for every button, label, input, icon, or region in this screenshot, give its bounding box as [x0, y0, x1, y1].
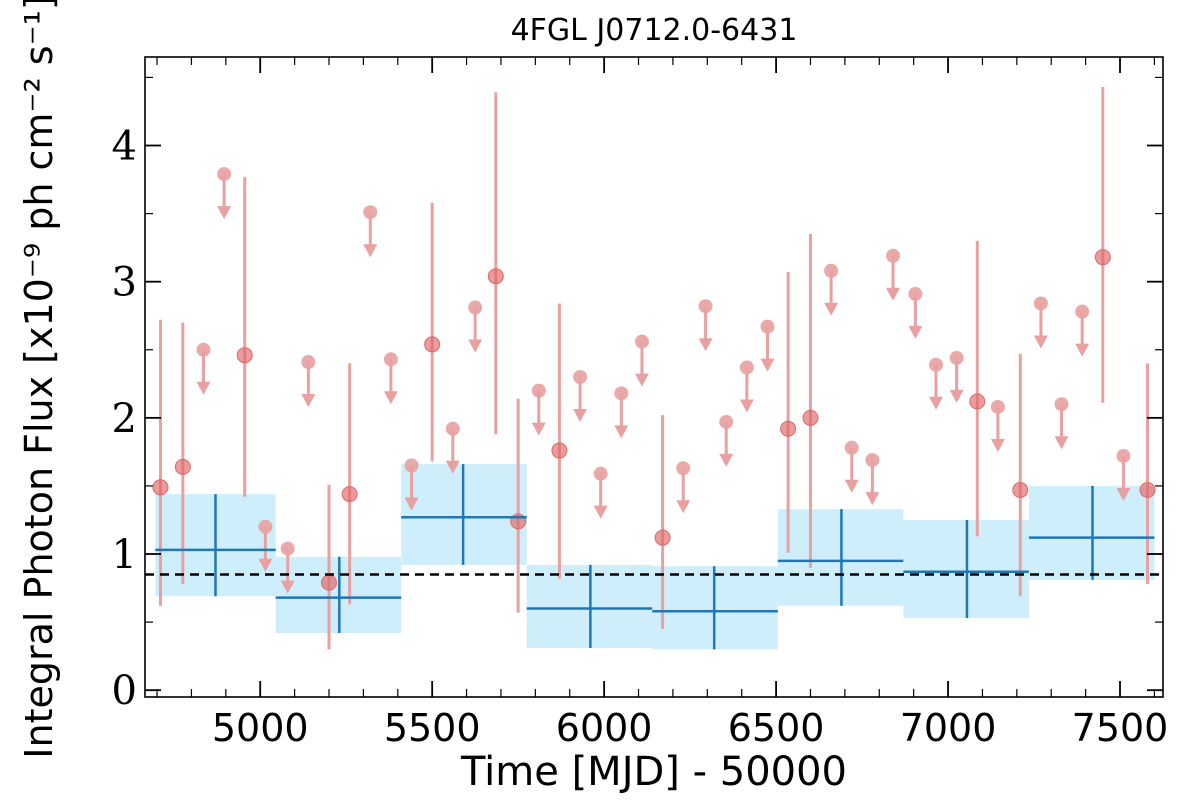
axes: 5000 5500 6000 6500 7000 7500 0 1 2 3 4: [112, 57, 1169, 750]
upper-limit-marker: [739, 360, 754, 375]
upper-limit-marker: [844, 440, 859, 455]
upper-limit-arrow: [739, 399, 754, 413]
upper-limit-marker: [886, 248, 901, 263]
upper-limit-marker: [990, 399, 1005, 414]
upper-limit-arrow: [1054, 436, 1069, 450]
detection-marker: [424, 336, 441, 353]
upper-limit-marker: [634, 334, 649, 349]
upper-limit-arrow: [445, 460, 460, 474]
upper-limit-arrow: [908, 325, 923, 339]
upper-limit-marker: [445, 421, 460, 436]
upper-limit-marker: [468, 300, 483, 315]
upper-limit-marker: [865, 453, 880, 468]
y-tick-label: 3: [112, 260, 137, 306]
detection-marker: [341, 486, 358, 503]
plot-frame: [144, 56, 1164, 698]
upper-limit-arrow: [865, 492, 880, 506]
upper-limit-marker: [824, 263, 839, 278]
detection-marker: [802, 409, 819, 426]
upper-limit-arrow: [929, 396, 944, 410]
upper-limit-marker: [1116, 448, 1131, 463]
upper-limit-arrow: [1075, 343, 1090, 357]
upper-limit-marker: [404, 458, 419, 473]
upper-limit-arrow: [949, 389, 964, 403]
upper-limit-marker: [719, 414, 734, 429]
upper-limit-arrow: [196, 381, 211, 395]
y-tick-label: 4: [112, 124, 137, 170]
detection-marker: [152, 479, 169, 496]
y-axis-label: Integral Photon Flux [x10⁻⁹ ph cm⁻² s⁻¹]: [17, 0, 61, 759]
x-axis-label: Time [MJD] - 50000: [460, 749, 847, 795]
y-tick-label: 0: [112, 668, 137, 714]
x-tick-label: 6000: [556, 706, 653, 750]
upper-limit-arrow: [886, 287, 901, 301]
detection-marker: [236, 347, 253, 364]
upper-limit-arrow: [1116, 487, 1131, 501]
x-tick-label: 7000: [900, 706, 997, 750]
upper-limit-arrow: [217, 206, 232, 220]
y-tick-label: 2: [112, 396, 137, 442]
upper-limit-marker: [280, 541, 295, 556]
upper-limit-arrow: [614, 425, 629, 439]
detection-marker: [1139, 482, 1156, 499]
upper-limit-marker: [929, 357, 944, 372]
upper-limit-arrow: [844, 479, 859, 493]
upper-limit-marker: [363, 205, 378, 220]
upper-limit-marker: [383, 352, 398, 367]
upper-limit-arrow: [280, 580, 295, 594]
upper-limit-marker: [698, 299, 713, 314]
x-tick-label: 5000: [212, 706, 309, 750]
upper-limit-arrow: [698, 338, 713, 352]
detection-marker: [969, 393, 986, 410]
upper-limit-arrow: [593, 505, 608, 519]
detection-marker: [1012, 482, 1029, 499]
upper-limit-arrow: [468, 339, 483, 353]
upper-limit-marker: [908, 286, 923, 301]
upper-limit-marker: [1075, 304, 1090, 319]
plot-area: [145, 86, 1163, 650]
upper-limit-marker: [593, 466, 608, 481]
upper-limit-marker: [258, 519, 273, 534]
upper-limit-marker: [614, 386, 629, 401]
upper-limit-marker: [1054, 397, 1069, 412]
upper-limit-marker: [301, 355, 316, 370]
detection-marker: [1094, 249, 1111, 266]
upper-limit-arrow: [634, 373, 649, 387]
detection-marker: [780, 420, 797, 437]
chart-title: 4FGL J0712.0-6431: [511, 13, 798, 48]
upper-limit-marker: [573, 370, 588, 384]
upper-limit-arrow: [1033, 335, 1048, 349]
upper-limit-arrow: [383, 391, 398, 405]
upper-limit-arrow: [531, 422, 546, 436]
upper-limit-arrow: [404, 497, 419, 511]
upper-limit-arrow: [301, 394, 316, 408]
upper-limit-marker: [531, 383, 546, 398]
detection-marker: [174, 458, 191, 475]
detection-marker: [487, 268, 504, 285]
upper-limit-marker: [949, 350, 964, 365]
upper-limit-marker: [1033, 296, 1048, 311]
upper-limit-arrow: [824, 302, 839, 316]
detection-marker: [551, 442, 568, 459]
upper-limit-arrow: [258, 558, 273, 572]
upper-limit-marker: [217, 167, 232, 182]
y-tick-label: 1: [112, 532, 137, 578]
upper-limit-marker: [196, 342, 211, 357]
x-tick-label: 6500: [728, 706, 825, 750]
x-tick-label: 5500: [384, 706, 481, 750]
upper-limit-arrow: [573, 409, 588, 422]
detection-marker: [654, 529, 671, 546]
upper-limit-marker: [760, 319, 775, 334]
upper-limit-arrow: [760, 358, 775, 372]
x-tick-label: 7500: [1072, 706, 1169, 750]
upper-limit-arrow: [990, 438, 1005, 452]
upper-limit-arrow: [719, 453, 734, 467]
upper-limit-marker: [676, 461, 691, 476]
detection-marker: [320, 574, 337, 591]
upper-limit-arrow: [676, 500, 691, 514]
upper-limit-arrow: [363, 244, 378, 258]
